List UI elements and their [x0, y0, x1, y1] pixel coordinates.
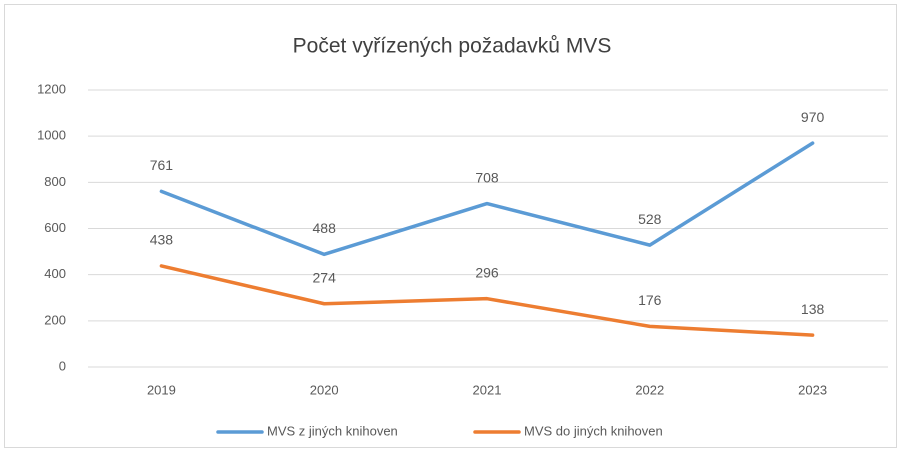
- data-label: 970: [801, 109, 825, 125]
- y-tick-label: 1200: [37, 81, 66, 96]
- data-label: 708: [475, 169, 499, 185]
- y-tick-label: 1000: [37, 128, 66, 143]
- legend-label: MVS do jiných knihoven: [524, 423, 663, 438]
- x-tick-label: 2022: [635, 382, 664, 397]
- y-tick-label: 0: [59, 358, 66, 373]
- data-label: 296: [475, 264, 499, 280]
- legend-label: MVS z jiných knihoven: [267, 423, 398, 438]
- chart-title: Počet vyřízených požadavků MVS: [293, 35, 612, 58]
- chart-border: [4, 4, 897, 448]
- data-label: 176: [638, 292, 662, 308]
- y-tick-label: 400: [44, 266, 66, 281]
- y-tick-label: 200: [44, 312, 66, 327]
- y-tick-label: 800: [44, 174, 66, 189]
- series-line: [159, 264, 815, 337]
- data-label: 528: [638, 211, 662, 227]
- y-tick-label: 600: [44, 220, 66, 235]
- data-label: 488: [313, 220, 337, 236]
- x-tick-label: 2023: [798, 382, 827, 397]
- x-tick-label: 2019: [147, 382, 176, 397]
- data-label: 761: [150, 157, 174, 173]
- x-tick-label: 2020: [310, 382, 339, 397]
- data-label: 438: [150, 232, 174, 248]
- series-line: [159, 141, 815, 257]
- x-tick-label: 2021: [473, 382, 502, 397]
- data-label: 138: [801, 301, 825, 317]
- data-label: 274: [313, 269, 337, 285]
